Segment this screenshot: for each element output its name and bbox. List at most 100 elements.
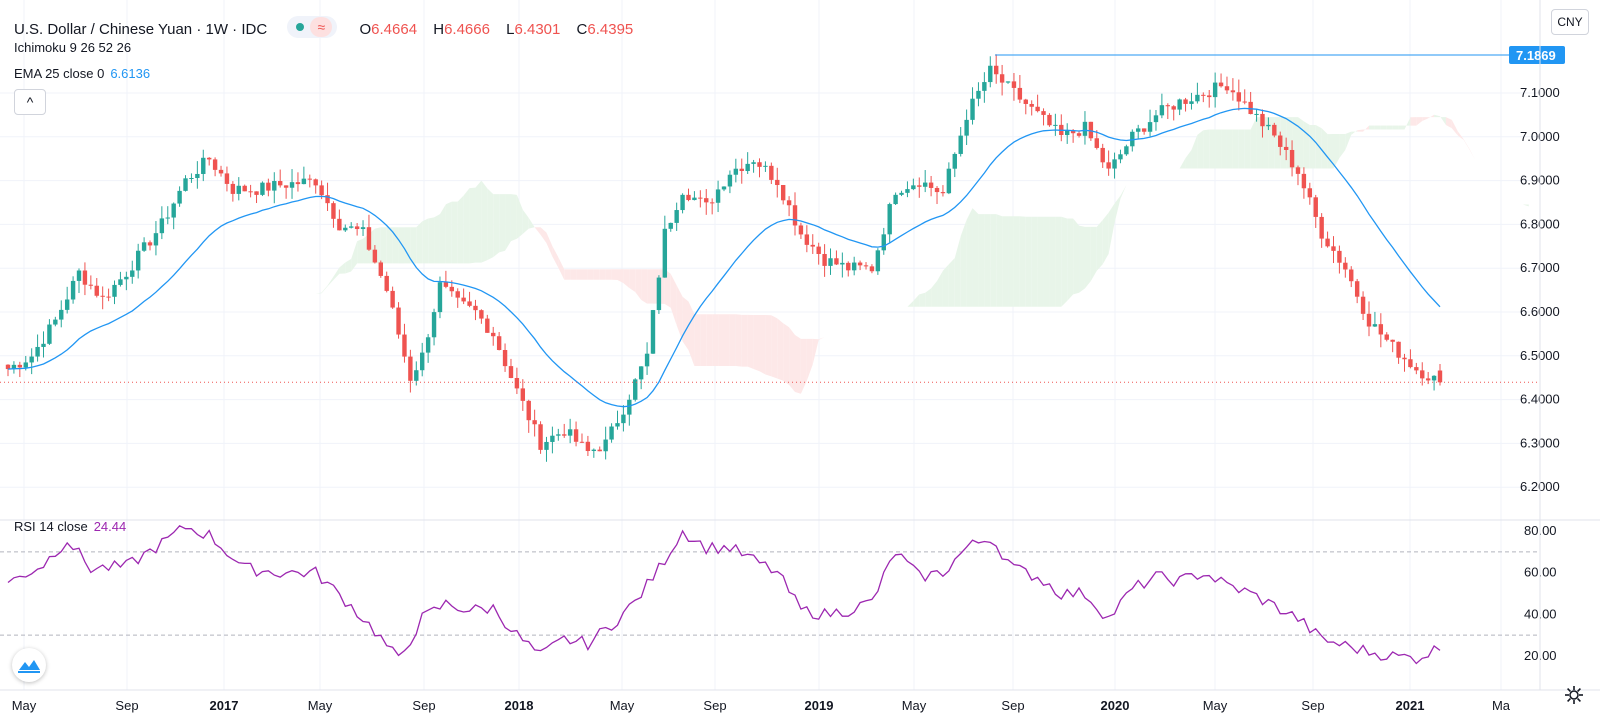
cloud-segment [948, 257, 955, 307]
candle-body [1307, 188, 1313, 198]
cloud-segment [1416, 117, 1423, 126]
cloud-segment [1380, 125, 1387, 130]
candle-body [17, 364, 23, 368]
cloud-segment [380, 227, 387, 264]
cloud-segment [1232, 129, 1239, 169]
cloud-segment [907, 300, 914, 307]
candle-body [319, 185, 324, 196]
cloud-segment [800, 338, 807, 394]
candle-body [1035, 106, 1040, 112]
cloud-segment [877, 312, 884, 319]
cloud-segment [422, 218, 429, 264]
candle-body [721, 186, 727, 190]
cloud-segment [919, 292, 926, 307]
candle-body [532, 420, 537, 425]
cloud-segment [1363, 125, 1369, 132]
candle-body [1100, 147, 1105, 163]
candle-body [1378, 324, 1384, 335]
cloud-segment [161, 366, 168, 370]
candle-body [153, 233, 159, 246]
low-label: L [506, 21, 515, 38]
time-axis[interactable]: May Sep 2017 May Sep 2018 May Sep 2019 May Sep 2020… [12, 698, 1511, 713]
open-label: O [359, 21, 372, 38]
candle-body [212, 159, 218, 170]
open-value: 6.4664 [371, 21, 418, 38]
currency-button[interactable]: CNY [1551, 9, 1589, 35]
candle-body [1366, 313, 1372, 327]
candle-body [964, 119, 969, 136]
cloud-segment [676, 285, 683, 342]
candle-body [485, 318, 490, 333]
candle-body [573, 429, 579, 442]
cloud-segment [1386, 125, 1393, 130]
cloud-segment [1516, 198, 1523, 205]
candle-body [970, 98, 975, 120]
candle-body [692, 197, 697, 201]
candle-body [638, 366, 644, 380]
candle-body [141, 242, 147, 251]
cloud-segment [789, 327, 796, 393]
candle-body [289, 182, 295, 188]
candle-body [834, 258, 839, 265]
candle-body [1242, 101, 1247, 103]
symbol-title[interactable]: U.S. Dollar / Chinese Yuan · 1W · IDC [14, 21, 268, 38]
gear-icon[interactable] [1563, 684, 1585, 706]
cloud-segment [972, 208, 979, 307]
ema-legend[interactable]: EMA 25 close 0 6.6136 [14, 66, 150, 81]
market-status-pill[interactable]: ≈ [287, 16, 338, 38]
cloud-segment [1043, 216, 1050, 307]
cloud-segment [1445, 117, 1452, 129]
candle-body [479, 310, 484, 319]
cloud-segment [1469, 149, 1476, 161]
cloud-segment [1250, 117, 1257, 169]
candle-body [124, 276, 129, 280]
cloud-segment [937, 270, 943, 307]
candle-body [680, 194, 685, 211]
cloud-segment [741, 314, 748, 367]
candle-body [1396, 341, 1401, 358]
cloud-segment [824, 330, 831, 338]
candle-body [976, 90, 981, 99]
cloud-segment [410, 227, 417, 264]
cloud-segment [1084, 226, 1091, 289]
cloud-segment [1428, 114, 1435, 119]
cloud-segment [1226, 129, 1233, 169]
cloud-segment [1309, 124, 1316, 169]
cloud-segment [753, 314, 760, 372]
candle-body [384, 275, 389, 291]
candle-body [59, 309, 64, 320]
candle-body [1230, 90, 1236, 93]
candle-body [514, 378, 520, 389]
cloud-segment [1114, 195, 1121, 223]
cloud-segment [475, 180, 482, 263]
rsi-legend[interactable]: RSI 14 close 24.44 [14, 519, 126, 534]
cloud-segment [292, 305, 298, 310]
candle-body [491, 332, 496, 337]
cloud-segment [1073, 218, 1080, 295]
tradingview-logo-icon[interactable] [12, 648, 46, 682]
candle-body [822, 253, 827, 266]
candle-body [940, 192, 946, 194]
cloud-segment [984, 214, 991, 307]
candle-body [1053, 124, 1058, 126]
cloud-segment [339, 262, 346, 274]
cloud-segment [1481, 164, 1488, 167]
candle-body [544, 441, 549, 450]
candle-body [668, 222, 673, 229]
candle-body [508, 366, 514, 379]
cloud-segment [392, 227, 399, 264]
candle-body [1402, 357, 1407, 360]
cloud-segment [1221, 129, 1227, 169]
candle-body [1047, 114, 1052, 126]
ichimoku-legend[interactable]: Ichimoku 9 26 52 26 [14, 40, 131, 55]
cloud-segment [990, 214, 997, 307]
candle-body [585, 441, 591, 452]
cloud-segment [1368, 125, 1375, 130]
cloud-segment [576, 269, 582, 280]
collapse-legend-button[interactable]: ^ [14, 89, 46, 115]
candle-body [283, 185, 289, 188]
candle-body [47, 324, 52, 344]
candle-body [408, 356, 413, 381]
close-label: C [576, 21, 588, 38]
